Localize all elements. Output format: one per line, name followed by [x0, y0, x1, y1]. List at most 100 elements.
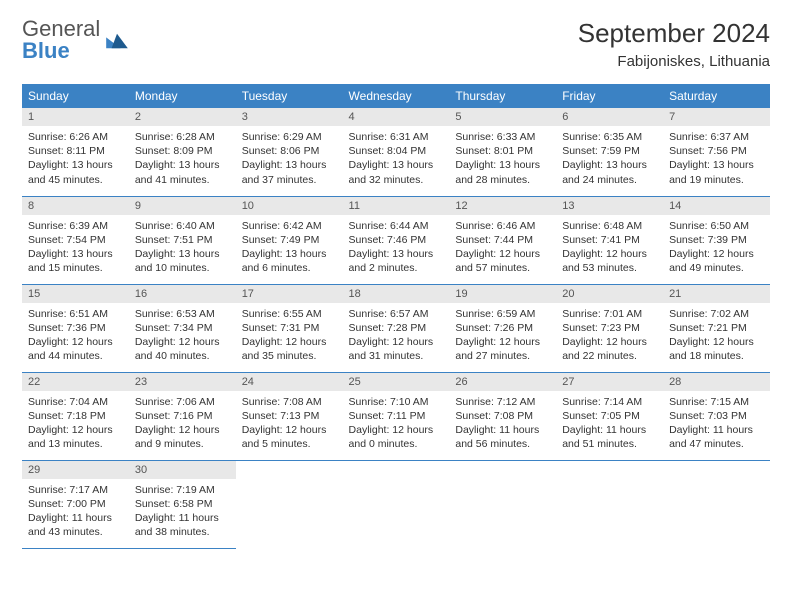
weekday-header: Sunday	[22, 84, 129, 108]
day-body: Sunrise: 7:02 AMSunset: 7:21 PMDaylight:…	[663, 303, 770, 368]
day-body: Sunrise: 7:19 AMSunset: 6:58 PMDaylight:…	[129, 479, 236, 544]
month-title: September 2024	[578, 18, 770, 49]
calendar-cell: 26Sunrise: 7:12 AMSunset: 7:08 PMDayligh…	[449, 372, 556, 460]
sunset-line: Sunset: 8:04 PM	[349, 144, 444, 158]
weekday-header: Thursday	[449, 84, 556, 108]
calendar-row: 22Sunrise: 7:04 AMSunset: 7:18 PMDayligh…	[22, 372, 770, 460]
day-number: 24	[236, 373, 343, 391]
sunset-line: Sunset: 7:44 PM	[455, 233, 550, 247]
logo: General Blue	[22, 18, 128, 62]
day-number: 20	[556, 285, 663, 303]
sunrise-line: Sunrise: 6:46 AM	[455, 219, 550, 233]
day-number: 10	[236, 197, 343, 215]
sunset-line: Sunset: 7:21 PM	[669, 321, 764, 335]
sunset-line: Sunset: 7:31 PM	[242, 321, 337, 335]
sunrise-line: Sunrise: 6:57 AM	[349, 307, 444, 321]
calendar-body: 1Sunrise: 6:26 AMSunset: 8:11 PMDaylight…	[22, 108, 770, 548]
daylight-line: Daylight: 13 hours and 28 minutes.	[455, 158, 550, 186]
day-number: 7	[663, 108, 770, 126]
daylight-line: Daylight: 11 hours and 43 minutes.	[28, 511, 123, 539]
day-number: 4	[343, 108, 450, 126]
sunset-line: Sunset: 7:36 PM	[28, 321, 123, 335]
calendar-cell: 16Sunrise: 6:53 AMSunset: 7:34 PMDayligh…	[129, 284, 236, 372]
calendar-cell: 18Sunrise: 6:57 AMSunset: 7:28 PMDayligh…	[343, 284, 450, 372]
sunset-line: Sunset: 7:34 PM	[135, 321, 230, 335]
day-number: 9	[129, 197, 236, 215]
daylight-line: Daylight: 13 hours and 2 minutes.	[349, 247, 444, 275]
sunrise-line: Sunrise: 7:17 AM	[28, 483, 123, 497]
sunrise-line: Sunrise: 6:44 AM	[349, 219, 444, 233]
day-number: 25	[343, 373, 450, 391]
sunrise-line: Sunrise: 7:08 AM	[242, 395, 337, 409]
day-body: Sunrise: 7:15 AMSunset: 7:03 PMDaylight:…	[663, 391, 770, 456]
day-number: 2	[129, 108, 236, 126]
sunset-line: Sunset: 8:01 PM	[455, 144, 550, 158]
calendar-cell	[343, 460, 450, 548]
day-body: Sunrise: 6:28 AMSunset: 8:09 PMDaylight:…	[129, 126, 236, 191]
daylight-line: Daylight: 13 hours and 10 minutes.	[135, 247, 230, 275]
day-number: 27	[556, 373, 663, 391]
weekday-header: Friday	[556, 84, 663, 108]
calendar-cell	[663, 460, 770, 548]
day-number: 6	[556, 108, 663, 126]
daylight-line: Daylight: 11 hours and 47 minutes.	[669, 423, 764, 451]
sunrise-line: Sunrise: 7:14 AM	[562, 395, 657, 409]
sunset-line: Sunset: 7:39 PM	[669, 233, 764, 247]
day-body: Sunrise: 6:44 AMSunset: 7:46 PMDaylight:…	[343, 215, 450, 280]
weekday-header: Tuesday	[236, 84, 343, 108]
weekday-header: Saturday	[663, 84, 770, 108]
daylight-line: Daylight: 13 hours and 15 minutes.	[28, 247, 123, 275]
calendar-cell: 21Sunrise: 7:02 AMSunset: 7:21 PMDayligh…	[663, 284, 770, 372]
day-body: Sunrise: 6:55 AMSunset: 7:31 PMDaylight:…	[236, 303, 343, 368]
sunrise-line: Sunrise: 6:53 AM	[135, 307, 230, 321]
sunrise-line: Sunrise: 6:55 AM	[242, 307, 337, 321]
day-body: Sunrise: 7:04 AMSunset: 7:18 PMDaylight:…	[22, 391, 129, 456]
daylight-line: Daylight: 12 hours and 49 minutes.	[669, 247, 764, 275]
day-body: Sunrise: 7:08 AMSunset: 7:13 PMDaylight:…	[236, 391, 343, 456]
calendar-cell: 30Sunrise: 7:19 AMSunset: 6:58 PMDayligh…	[129, 460, 236, 548]
daylight-line: Daylight: 13 hours and 41 minutes.	[135, 158, 230, 186]
daylight-line: Daylight: 12 hours and 5 minutes.	[242, 423, 337, 451]
day-body: Sunrise: 6:29 AMSunset: 8:06 PMDaylight:…	[236, 126, 343, 191]
calendar-cell: 8Sunrise: 6:39 AMSunset: 7:54 PMDaylight…	[22, 196, 129, 284]
sunset-line: Sunset: 8:06 PM	[242, 144, 337, 158]
day-number: 12	[449, 197, 556, 215]
day-number: 18	[343, 285, 450, 303]
day-body: Sunrise: 6:46 AMSunset: 7:44 PMDaylight:…	[449, 215, 556, 280]
day-number: 17	[236, 285, 343, 303]
calendar-row: 29Sunrise: 7:17 AMSunset: 7:00 PMDayligh…	[22, 460, 770, 548]
sunrise-line: Sunrise: 7:12 AM	[455, 395, 550, 409]
day-body: Sunrise: 6:57 AMSunset: 7:28 PMDaylight:…	[343, 303, 450, 368]
location: Fabijoniskes, Lithuania	[578, 53, 770, 70]
sunrise-line: Sunrise: 6:51 AM	[28, 307, 123, 321]
calendar-cell: 1Sunrise: 6:26 AMSunset: 8:11 PMDaylight…	[22, 108, 129, 196]
calendar-cell: 12Sunrise: 6:46 AMSunset: 7:44 PMDayligh…	[449, 196, 556, 284]
day-body: Sunrise: 7:10 AMSunset: 7:11 PMDaylight:…	[343, 391, 450, 456]
calendar-table: SundayMondayTuesdayWednesdayThursdayFrid…	[22, 84, 770, 549]
logo-mark-icon	[106, 32, 128, 50]
sunset-line: Sunset: 7:05 PM	[562, 409, 657, 423]
sunset-line: Sunset: 8:11 PM	[28, 144, 123, 158]
logo-word2: Blue	[22, 38, 70, 63]
sunrise-line: Sunrise: 6:28 AM	[135, 130, 230, 144]
calendar-cell: 23Sunrise: 7:06 AMSunset: 7:16 PMDayligh…	[129, 372, 236, 460]
sunrise-line: Sunrise: 7:01 AM	[562, 307, 657, 321]
calendar-row: 1Sunrise: 6:26 AMSunset: 8:11 PMDaylight…	[22, 108, 770, 196]
day-body: Sunrise: 6:59 AMSunset: 7:26 PMDaylight:…	[449, 303, 556, 368]
calendar-cell: 6Sunrise: 6:35 AMSunset: 7:59 PMDaylight…	[556, 108, 663, 196]
sunrise-line: Sunrise: 6:50 AM	[669, 219, 764, 233]
daylight-line: Daylight: 12 hours and 22 minutes.	[562, 335, 657, 363]
daylight-line: Daylight: 12 hours and 27 minutes.	[455, 335, 550, 363]
sunrise-line: Sunrise: 6:48 AM	[562, 219, 657, 233]
daylight-line: Daylight: 12 hours and 31 minutes.	[349, 335, 444, 363]
daylight-line: Daylight: 12 hours and 0 minutes.	[349, 423, 444, 451]
day-body: Sunrise: 6:51 AMSunset: 7:36 PMDaylight:…	[22, 303, 129, 368]
sunset-line: Sunset: 7:46 PM	[349, 233, 444, 247]
sunset-line: Sunset: 7:00 PM	[28, 497, 123, 511]
calendar-cell: 22Sunrise: 7:04 AMSunset: 7:18 PMDayligh…	[22, 372, 129, 460]
daylight-line: Daylight: 12 hours and 18 minutes.	[669, 335, 764, 363]
day-number: 1	[22, 108, 129, 126]
sunrise-line: Sunrise: 6:33 AM	[455, 130, 550, 144]
calendar-cell: 25Sunrise: 7:10 AMSunset: 7:11 PMDayligh…	[343, 372, 450, 460]
calendar-cell: 4Sunrise: 6:31 AMSunset: 8:04 PMDaylight…	[343, 108, 450, 196]
